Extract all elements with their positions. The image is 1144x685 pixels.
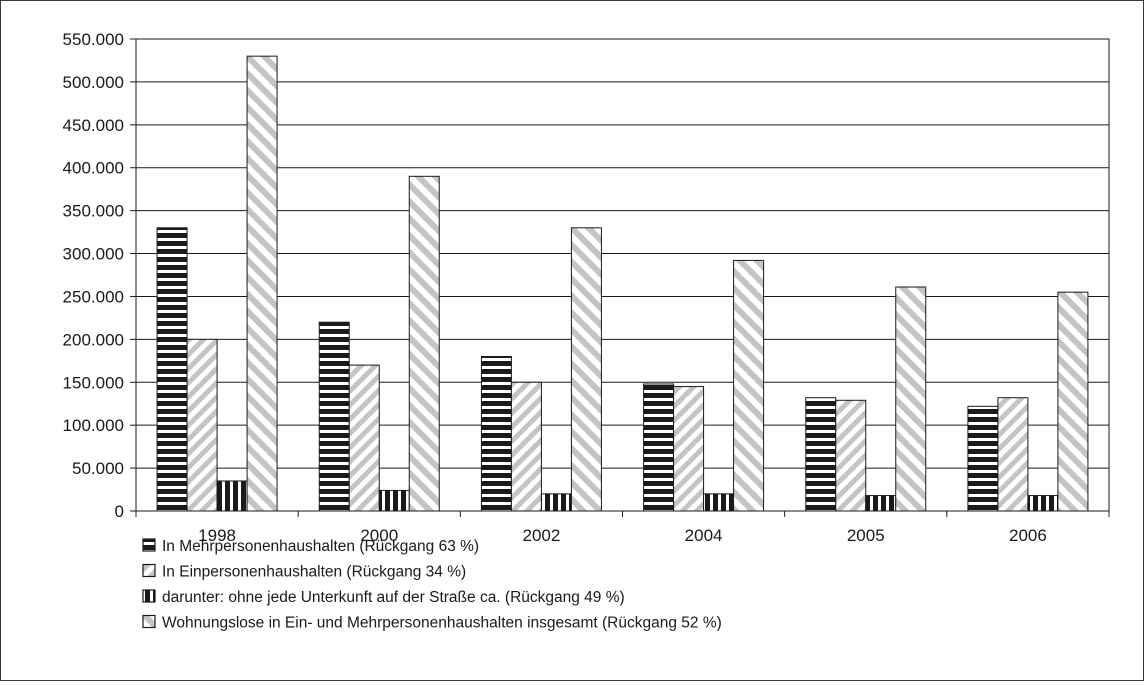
bar-series-4-2004 [733,259,765,512]
legend-label: In Mehrpersonenhaushalten (Rückgang 63 %… [162,538,479,555]
bar-series-1-2000 [318,321,350,512]
bar-series-4-2005 [895,286,927,512]
legend-item: In Mehrpersonenhaushalten (Rückgang 63 %… [142,538,479,555]
y-tick-label: 450.000 [63,116,124,135]
bar-series-2-2000 [348,364,380,512]
bars [156,55,1089,512]
bar-series-4-2006 [1057,291,1089,512]
legend: In Mehrpersonenhaushalten (Rückgang 63 %… [142,538,722,632]
y-tick-label: 100.000 [63,416,124,435]
bar-series-4-1998 [246,55,278,512]
bar-series-2-2006 [997,397,1029,512]
legend-swatch [142,589,156,603]
y-tick-label: 500.000 [63,73,124,92]
x-tick-labels: 1998 2000 2002 2004 2005 2006 [198,526,1047,545]
y-tick-label: 300.000 [63,245,124,264]
bar-series-1-2002 [480,356,512,512]
legend-swatch [142,563,156,578]
bar-series-2-2004 [673,386,705,512]
bar-series-3-2004 [703,493,735,512]
legend-swatch [142,538,156,552]
legend-item: darunter: ohne jede Unterkunft auf der S… [142,589,625,606]
legend-label: darunter: ohne jede Unterkunft auf der S… [162,589,625,606]
bar-series-3-2002 [540,493,572,512]
y-tick-label: 200.000 [63,330,124,349]
y-tick-label: 50.000 [72,459,124,478]
axes [130,38,1110,517]
y-tick-label: 250.000 [63,287,124,306]
x-tick-label: 2005 [847,526,885,545]
plot-area [135,38,1110,512]
legend-item: Wohnungslose in Ein- und Mehrpersonenhau… [142,614,722,632]
bar-series-1-2004 [643,383,675,512]
legend-swatch [142,614,156,629]
bar-series-2-1998 [186,338,218,512]
x-tick-label: 1998 [198,526,236,545]
legend-label: Wohnungslose in Ein- und Mehrpersonenhau… [162,615,722,632]
y-tick-label: 0 [115,502,124,521]
bar-series-1-2005 [805,397,837,512]
x-tick-label: 2004 [685,526,723,545]
y-tick-label: 350.000 [63,202,124,221]
bar-series-3-2000 [378,489,410,512]
legend-label: In Einpersonenhaushalten (Rückgang 34 %) [162,564,466,581]
y-tick-label: 150.000 [63,373,124,392]
bar-series-3-2005 [865,495,897,512]
bar-series-4-2000 [408,175,440,512]
bar-series-2-2005 [835,399,867,512]
bar-series-3-1998 [216,480,248,512]
bar-series-2-2002 [510,381,542,512]
bar-series-3-2006 [1027,495,1059,512]
legend-item: In Einpersonenhaushalten (Rückgang 34 %) [142,563,466,581]
x-tick-label: 2002 [523,526,561,545]
y-tick-label: 400.000 [63,159,124,178]
bar-series-1-1998 [156,227,188,512]
x-tick-label: 2006 [1009,526,1047,545]
bar-series-4-2002 [570,227,602,512]
y-tick-label: 550.000 [63,30,124,49]
gridlines [135,38,1110,512]
x-tick-label: 2000 [360,526,398,545]
bar-series-1-2006 [967,405,999,512]
y-tick-labels: 0 50.000 100.000 150.000 200.000 250.000 300.0… [63,30,124,521]
